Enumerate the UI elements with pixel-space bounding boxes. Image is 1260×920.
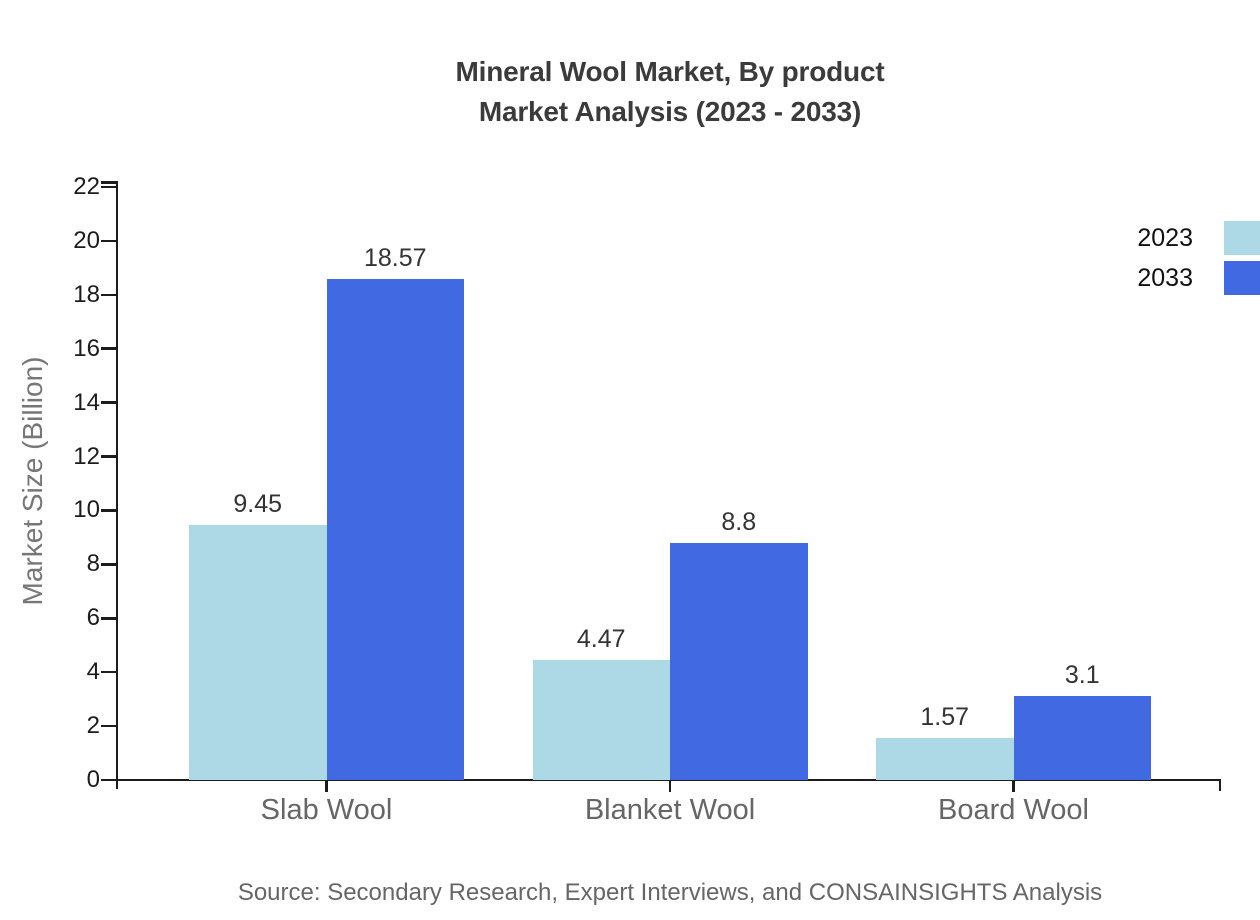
y-tick-label: 16 bbox=[73, 334, 100, 362]
value-label: 9.45 bbox=[233, 490, 283, 519]
legend: 2023 2033 bbox=[1137, 221, 1260, 301]
x-axis-line bbox=[101, 778, 1221, 782]
value-label: 3.1 bbox=[1064, 661, 1100, 690]
y-tick-label: 22 bbox=[73, 173, 100, 200]
x-tick bbox=[1012, 780, 1015, 792]
category-label: Board Wool bbox=[938, 794, 1089, 826]
source-note: Source: Secondary Research, Expert Inter… bbox=[237, 879, 1103, 906]
y-tick-label: 10 bbox=[73, 496, 100, 524]
y-tick-label: 12 bbox=[73, 442, 100, 470]
legend-item-2033: 2033 bbox=[1137, 261, 1260, 295]
legend-label-2033: 2033 bbox=[1137, 263, 1193, 292]
chart-title-line1: Mineral Wool Market, By product bbox=[455, 56, 885, 87]
x-tick bbox=[325, 780, 328, 792]
bar-2033-board-wool bbox=[1013, 696, 1151, 780]
bar-2023-board-wool bbox=[876, 737, 1014, 780]
y-tick bbox=[101, 347, 117, 350]
y-tick-label: 6 bbox=[86, 604, 100, 632]
y-tick bbox=[101, 563, 117, 566]
chart-title-line2: Market Analysis (2023 - 2033) bbox=[478, 96, 862, 127]
bar-2033-slab-wool bbox=[326, 279, 464, 780]
value-label: 8.8 bbox=[721, 507, 757, 536]
y-tick bbox=[101, 455, 117, 458]
y-tick bbox=[101, 185, 117, 189]
legend-swatch-2023-icon bbox=[1224, 221, 1260, 255]
y-tick bbox=[101, 293, 117, 297]
value-label: 4.47 bbox=[576, 624, 626, 653]
y-tick bbox=[101, 617, 117, 620]
y-tick-label: 2 bbox=[86, 712, 100, 740]
legend-label-2023: 2023 bbox=[1137, 223, 1193, 252]
chart-title: Mineral Wool Market, By product Market A… bbox=[80, 52, 1260, 132]
value-label: 18.57 bbox=[363, 244, 427, 273]
y-tick bbox=[101, 509, 117, 512]
y-axis-top-cap bbox=[101, 181, 117, 184]
y-tick-label: 0 bbox=[86, 766, 100, 793]
y-axis-line bbox=[115, 181, 119, 789]
legend-swatch-2033-icon bbox=[1224, 261, 1260, 295]
category-label: Blanket Wool bbox=[584, 794, 756, 826]
bar-2023-blanket-wool bbox=[532, 659, 670, 780]
x-axis-right-cap bbox=[1218, 780, 1221, 791]
y-tick-label: 4 bbox=[86, 658, 100, 686]
value-label: 1.57 bbox=[920, 702, 970, 731]
y-tick-label: 8 bbox=[86, 550, 100, 578]
category-label: Slab Wool bbox=[260, 794, 393, 826]
y-tick bbox=[101, 401, 117, 404]
x-tick bbox=[668, 780, 672, 792]
y-tick-label: 18 bbox=[73, 280, 100, 308]
legend-item-2023: 2023 bbox=[1137, 221, 1260, 255]
y-tick bbox=[101, 239, 117, 243]
y-tick-label: 14 bbox=[73, 388, 100, 416]
bar-2023-slab-wool bbox=[189, 525, 327, 780]
y-tick-label: 20 bbox=[73, 226, 100, 254]
y-tick bbox=[101, 724, 117, 728]
bar-2033-blanket-wool bbox=[670, 542, 808, 780]
y-tick bbox=[101, 670, 117, 674]
